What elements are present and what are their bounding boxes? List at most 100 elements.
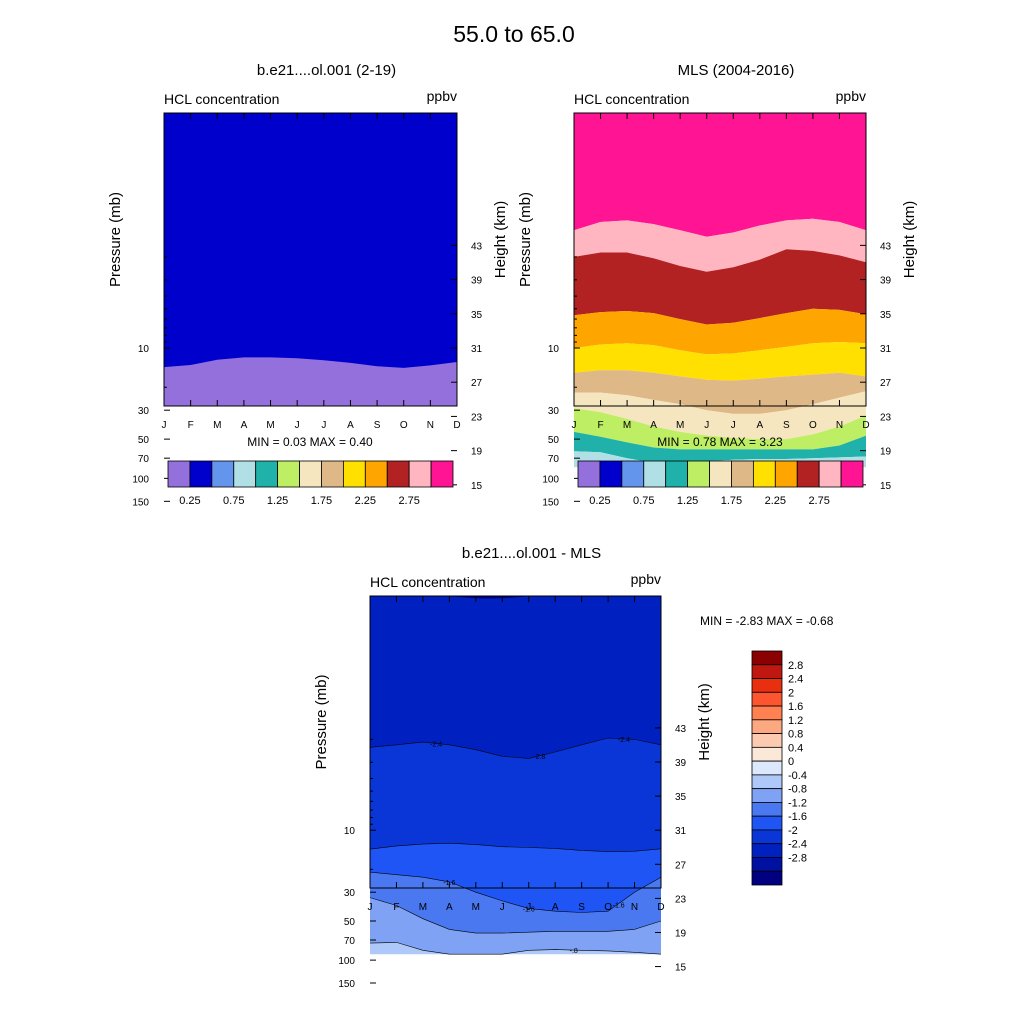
x-tick-label-D: D <box>453 420 460 431</box>
contour-band-3 <box>574 308 866 355</box>
height-tick-label-23: 23 <box>471 412 483 423</box>
colorbar-swatch <box>751 802 783 817</box>
pressure-tick-label-50: 50 <box>344 917 356 928</box>
x-tick-label-S: S <box>783 420 790 431</box>
colorbar-label-1.75: 1.75 <box>311 495 332 507</box>
colorbar-label--1.6: -1.6 <box>788 811 807 823</box>
panel-right-label: ppbv <box>427 88 457 104</box>
pressure-tick-label-30: 30 <box>548 406 560 417</box>
contour-line-0 <box>369 737 662 759</box>
contour-band-7 <box>574 408 866 450</box>
contour-line-4 <box>369 942 662 955</box>
contour-label: -1.6 <box>613 902 625 909</box>
height-tick-label-27: 27 <box>471 378 483 389</box>
plot-frame <box>163 112 458 407</box>
colorbar-label-2: 2 <box>788 687 794 699</box>
x-tick-label-D: D <box>657 902 664 913</box>
colorbar-swatch <box>277 460 300 488</box>
height-tick-label-39: 39 <box>675 758 687 769</box>
contour-band-1 <box>574 218 866 272</box>
height-tick-label-23: 23 <box>675 894 687 905</box>
colorbar-swatch <box>818 460 842 488</box>
contour-band-1 <box>370 738 661 852</box>
colorbar <box>577 460 864 488</box>
colorbar-swatch <box>430 460 454 488</box>
colorbar-label-1.75: 1.75 <box>721 495 742 507</box>
colorbar-swatch <box>752 460 776 488</box>
contour-min-patch <box>450 596 530 599</box>
colorbar-swatch <box>665 460 689 488</box>
min-max-stats: MIN = 0.03 MAX = 0.40 <box>247 435 373 449</box>
colorbar-swatch <box>321 460 344 488</box>
colorbar-swatch <box>299 460 322 488</box>
height-tick-label-35: 35 <box>880 310 892 321</box>
x-tick-label-O: O <box>400 420 408 431</box>
colorbar-swatch <box>751 691 783 707</box>
x-tick-label-A: A <box>446 902 453 913</box>
height-tick-label-43: 43 <box>675 724 687 735</box>
band-upper <box>164 113 457 406</box>
colorbar-swatch <box>731 460 754 488</box>
colorbar-swatch <box>751 815 783 831</box>
height-tick-label-27: 27 <box>675 860 687 871</box>
panel-right-label: ppbv <box>836 88 866 104</box>
colorbar-swatch <box>751 650 783 666</box>
colorbar-label--2: -2 <box>788 825 798 837</box>
page-title: 55.0 to 65.0 <box>453 21 575 47</box>
colorbar-label-0.75: 0.75 <box>223 495 244 507</box>
panel-right-label: ppbv <box>631 571 661 587</box>
pressure-tick-label-150: 150 <box>542 497 559 508</box>
x-tick-label-A: A <box>552 902 559 913</box>
colorbar-swatch <box>621 460 645 488</box>
colorbar-label-1.25: 1.25 <box>677 495 698 507</box>
height-tick-label-31: 31 <box>880 344 892 355</box>
pressure-tick-label-150: 150 <box>338 979 355 990</box>
pressure-tick-label-30: 30 <box>138 406 150 417</box>
x-tick-label-M: M <box>676 420 684 431</box>
height-tick-label-31: 31 <box>675 826 687 837</box>
colorbar-swatch <box>751 774 783 790</box>
x-tick-label-N: N <box>631 902 638 913</box>
contour-band-3 <box>370 872 661 934</box>
x-tick-label-J: J <box>295 420 300 431</box>
colorbar-swatch <box>751 733 783 748</box>
colorbar-label-2.25: 2.25 <box>765 495 786 507</box>
height-tick-label-23: 23 <box>880 412 892 423</box>
colorbar-label--0.4: -0.4 <box>788 770 807 782</box>
colorbar-swatch <box>751 664 783 679</box>
plot-frame <box>573 112 867 407</box>
x-tick-label-F: F <box>393 902 399 913</box>
height-tick-label-35: 35 <box>471 310 483 321</box>
pressure-tick-label-100: 100 <box>338 956 355 967</box>
pressure-tick-label-70: 70 <box>548 454 560 465</box>
x-tick-label-A: A <box>241 420 248 431</box>
colorbar-swatch <box>751 719 783 734</box>
contour-label: -2.4 <box>430 741 442 748</box>
panel-title: b.e21....ol.001 (2-19) <box>257 62 396 79</box>
colorbar-label--2.4: -2.4 <box>788 839 807 851</box>
colorbar-label-2.4: 2.4 <box>788 674 803 686</box>
contour-label: -1.6 <box>523 906 535 913</box>
x-tick-label-N: N <box>427 420 434 431</box>
contour-band-0 <box>574 113 866 237</box>
contour-band-5 <box>574 370 866 414</box>
x-tick-label-M: M <box>266 420 274 431</box>
height-tick-label-19: 19 <box>675 928 687 939</box>
contour-label: -2.8 <box>533 754 545 761</box>
pressure-tick-label-100: 100 <box>542 474 559 485</box>
colorbar-label-2.75: 2.75 <box>808 495 829 507</box>
contour-band-4 <box>574 342 866 381</box>
x-tick-label-M: M <box>472 902 480 913</box>
pressure-tick-label-10: 10 <box>548 344 560 355</box>
colorbar-swatch <box>167 460 191 488</box>
x-tick-label-J: J <box>321 420 326 431</box>
panel-model <box>163 112 458 502</box>
pressure-tick-label-100: 100 <box>132 474 149 485</box>
colorbar-swatch <box>408 460 432 488</box>
height-tick-label-27: 27 <box>880 378 892 389</box>
height-tick-label-35: 35 <box>675 792 687 803</box>
colorbar-label-0.4: 0.4 <box>788 742 803 754</box>
colorbar-label-1.2: 1.2 <box>788 715 803 727</box>
colorbar-label-0.25: 0.25 <box>589 495 610 507</box>
contour-line-2 <box>369 871 662 913</box>
